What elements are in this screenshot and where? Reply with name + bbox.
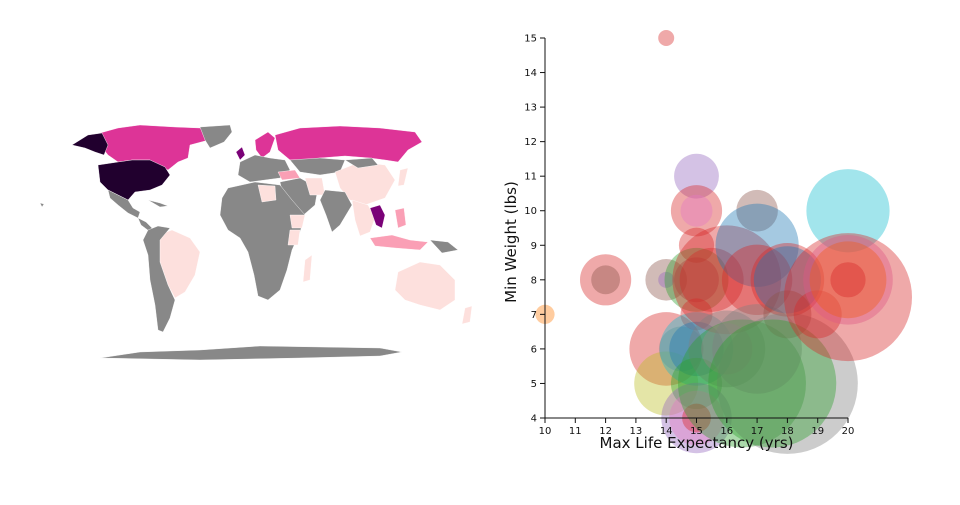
y-axis-title: Min Weight (lbs): [502, 181, 520, 303]
bubble-point[interactable]: [658, 326, 704, 372]
bubble-point[interactable]: [712, 304, 802, 394]
bubble-point[interactable]: [672, 225, 782, 335]
bubble-point[interactable]: [793, 290, 842, 339]
bubble-point[interactable]: [629, 312, 703, 386]
bubble-point[interactable]: [763, 290, 812, 339]
bubble-point[interactable]: [659, 312, 734, 386]
country-madagascar[interactable]: [302, 254, 313, 283]
bubble-point[interactable]: [708, 319, 837, 448]
bubble-point[interactable]: [658, 271, 675, 288]
bubble-point[interactable]: [658, 30, 675, 46]
bubble-point[interactable]: [680, 194, 713, 227]
bubble-point[interactable]: [679, 247, 744, 312]
x-tick-label: 18: [781, 426, 794, 437]
bubble-point[interactable]: [634, 351, 699, 416]
region-africa[interactable]: [219, 181, 306, 301]
bubble-point[interactable]: [680, 298, 713, 331]
bubble-point[interactable]: [670, 357, 723, 410]
bubble-point[interactable]: [803, 235, 893, 325]
country-philippines[interactable]: [394, 207, 407, 229]
x-tick-label: 13: [630, 426, 643, 437]
bubble-point[interactable]: [830, 262, 866, 298]
x-tick-label: 11: [569, 426, 582, 437]
y-tick-label: 9: [531, 241, 537, 252]
country-russia[interactable]: [274, 125, 423, 163]
country-papua-new-guinea[interactable]: [429, 239, 459, 254]
y-tick-label: 14: [524, 68, 537, 79]
country-indonesia[interactable]: [369, 234, 429, 251]
country-kenya[interactable]: [287, 229, 301, 246]
bubble-point[interactable]: [688, 310, 766, 388]
country-greenland[interactable]: [199, 124, 233, 149]
y-tick-label: 13: [524, 103, 537, 114]
bubble-point[interactable]: [674, 257, 719, 303]
bubble-point[interactable]: [784, 233, 912, 362]
bubble-chart: 10 11 12 13 14 15 16 17 18 19 20 45678910111213141…: [502, 30, 912, 454]
bubble-point[interactable]: [736, 189, 778, 232]
country-libya[interactable]: [257, 184, 277, 203]
x-tick-label: 19: [811, 426, 824, 437]
bubble-point[interactable]: [753, 246, 822, 314]
x-axis-ticks: 10 11 12 13 14 15 16 17 18 19 20: [539, 418, 855, 437]
bubble-point[interactable]: [809, 241, 887, 319]
bubble-point[interactable]: [674, 153, 719, 199]
country-usa-hawaii[interactable]: [39, 202, 45, 208]
y-tick-label: 11: [524, 172, 537, 183]
region-caribbean[interactable]: [147, 199, 169, 208]
bubble-point[interactable]: [580, 254, 632, 306]
bubble-point[interactable]: [717, 313, 858, 454]
bubble-point[interactable]: [670, 185, 723, 237]
country-australia[interactable]: [394, 261, 456, 311]
y-tick-label: 4: [531, 414, 537, 425]
region-antarctica[interactable]: [99, 345, 403, 361]
country-india[interactable]: [319, 189, 353, 233]
region-south-america-rest[interactable]: [142, 225, 176, 333]
x-tick-label: 17: [751, 426, 764, 437]
bubble-chart-panel: 10 11 12 13 14 15 16 17 18 19 20 4 5 6 7 8 9 10 11 12 13 14 1…: [490, 0, 960, 500]
bubble-point[interactable]: [678, 227, 715, 263]
y-tick-label: 15: [524, 34, 537, 45]
bubble-point[interactable]: [701, 323, 753, 375]
bubble-point[interactable]: [806, 169, 890, 253]
country-japan[interactable]: [397, 167, 409, 187]
x-tick-label: 14: [660, 426, 673, 437]
x-tick-label: 15: [690, 426, 703, 437]
country-ethiopia[interactable]: [289, 214, 306, 229]
bubble-point[interactable]: [591, 265, 620, 295]
bubble-point[interactable]: [664, 247, 729, 312]
y-axis-ticks: 4 5 6 7 8 9 10 11 12 13 14 15: [524, 34, 545, 425]
y-tick-label: 6: [531, 344, 537, 355]
bubble-point[interactable]: [645, 259, 687, 301]
x-tick-label: 20: [842, 426, 855, 437]
axes-layer: 10 11 12 13 14 15 16 17 18 19 20 45678910111213141…: [524, 34, 854, 438]
y-tick-label: 10: [524, 206, 537, 217]
bubble-point[interactable]: [669, 321, 724, 377]
region-southeast-asia[interactable]: [351, 199, 376, 237]
y-tick-label: 7: [531, 310, 537, 321]
bubble-layer: [535, 30, 912, 454]
bubble-point[interactable]: [721, 244, 793, 316]
country-uk[interactable]: [235, 146, 246, 161]
y-tick-label: 8: [531, 275, 537, 286]
country-usa-alaska[interactable]: [71, 132, 109, 156]
x-tick-label: 16: [720, 426, 733, 437]
country-new-zealand[interactable]: [461, 305, 473, 325]
x-axis-title: Max Life Expectancy (yrs): [600, 434, 794, 452]
region-scandinavia[interactable]: [254, 131, 276, 159]
bubble-point[interactable]: [750, 243, 825, 317]
x-tick-label: 12: [599, 426, 612, 437]
country-canada[interactable]: [99, 124, 216, 171]
country-mongolia[interactable]: [344, 157, 379, 169]
world-map-svg: [39, 124, 473, 361]
bubble-point[interactable]: [677, 319, 806, 448]
country-thailand[interactable]: [369, 204, 386, 229]
x-tick-label: 10: [539, 426, 552, 437]
y-tick-label: 12: [524, 137, 537, 148]
bubble-point[interactable]: [715, 203, 799, 287]
country-mexico[interactable]: [107, 189, 141, 219]
world-map: [39, 124, 473, 361]
y-tick-label: 5: [531, 379, 537, 390]
